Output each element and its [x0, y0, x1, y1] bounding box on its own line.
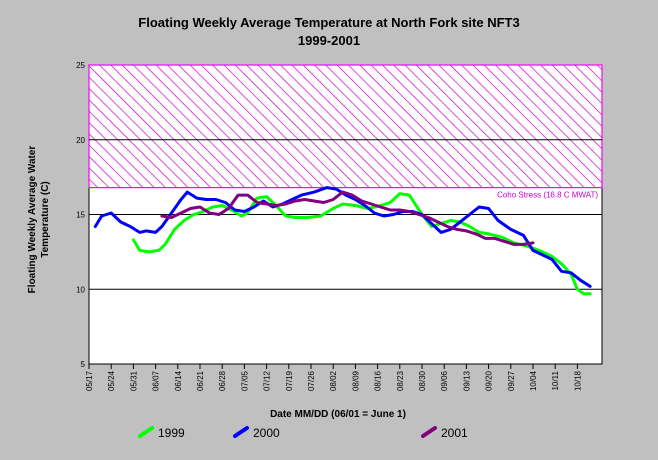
legend-label-2001: 2001: [441, 426, 468, 440]
legend-swatch-1999: [138, 426, 154, 438]
x-tick-label: 05/31: [129, 370, 138, 391]
y-axis-label: Floating Weekly Average Water Temperature…: [27, 146, 51, 294]
x-tick-label: 08/09: [351, 370, 360, 391]
legend-swatch-2000: [233, 426, 249, 438]
x-tick-label: 06/07: [152, 370, 161, 391]
coho-stress-label: Coho Stress (16.8 C MWAT): [497, 191, 598, 200]
x-tick-label: 10/18: [573, 370, 582, 391]
x-tick-label: 07/26: [307, 370, 316, 391]
series-line-2001: [160, 190, 535, 246]
x-tick-label: 07/05: [240, 370, 249, 391]
x-tick-label: 10/04: [529, 370, 538, 391]
x-tick-label: 10/11: [551, 370, 560, 390]
x-axis-label: Date MM/DD (06/01 = June 1): [270, 409, 406, 420]
x-tick-label: 09/13: [462, 370, 471, 391]
x-tick-label: 08/30: [418, 370, 427, 391]
legend-swatch-2001: [421, 426, 437, 438]
legend-label-2000: 2000: [253, 426, 280, 440]
y-tick-label: 5: [81, 360, 86, 369]
legend: 1999 2000 2001: [138, 426, 468, 440]
x-tick-label: 09/06: [440, 370, 449, 391]
x-tick-label: 06/28: [218, 370, 227, 391]
chart-title: Floating Weekly Average Temperature at N…: [138, 15, 519, 30]
x-tick-label: 05/24: [107, 370, 116, 391]
y-tick-label: 20: [76, 136, 85, 145]
y-tick-label: 10: [76, 285, 85, 294]
y-tick-label: 15: [76, 211, 85, 220]
x-tick-label: 06/21: [196, 370, 205, 391]
x-tick-label: 06/14: [174, 370, 183, 391]
chart-subtitle: 1999-2001: [298, 33, 360, 48]
legend-label-1999: 1999: [158, 426, 185, 440]
x-tick-label: 09/27: [507, 370, 516, 391]
x-tick-label: 08/02: [329, 370, 338, 391]
x-tick-label: 07/12: [263, 370, 272, 391]
coho-stress-band: [88, 64, 603, 189]
y-tick-label: 25: [76, 61, 85, 70]
x-tick-label: 07/19: [285, 370, 294, 391]
x-tick-label: 08/23: [396, 370, 405, 391]
x-tick-label: 09/20: [485, 370, 494, 391]
x-tick-label: 05/17: [85, 370, 94, 391]
x-tick-label: 08/16: [374, 370, 383, 391]
